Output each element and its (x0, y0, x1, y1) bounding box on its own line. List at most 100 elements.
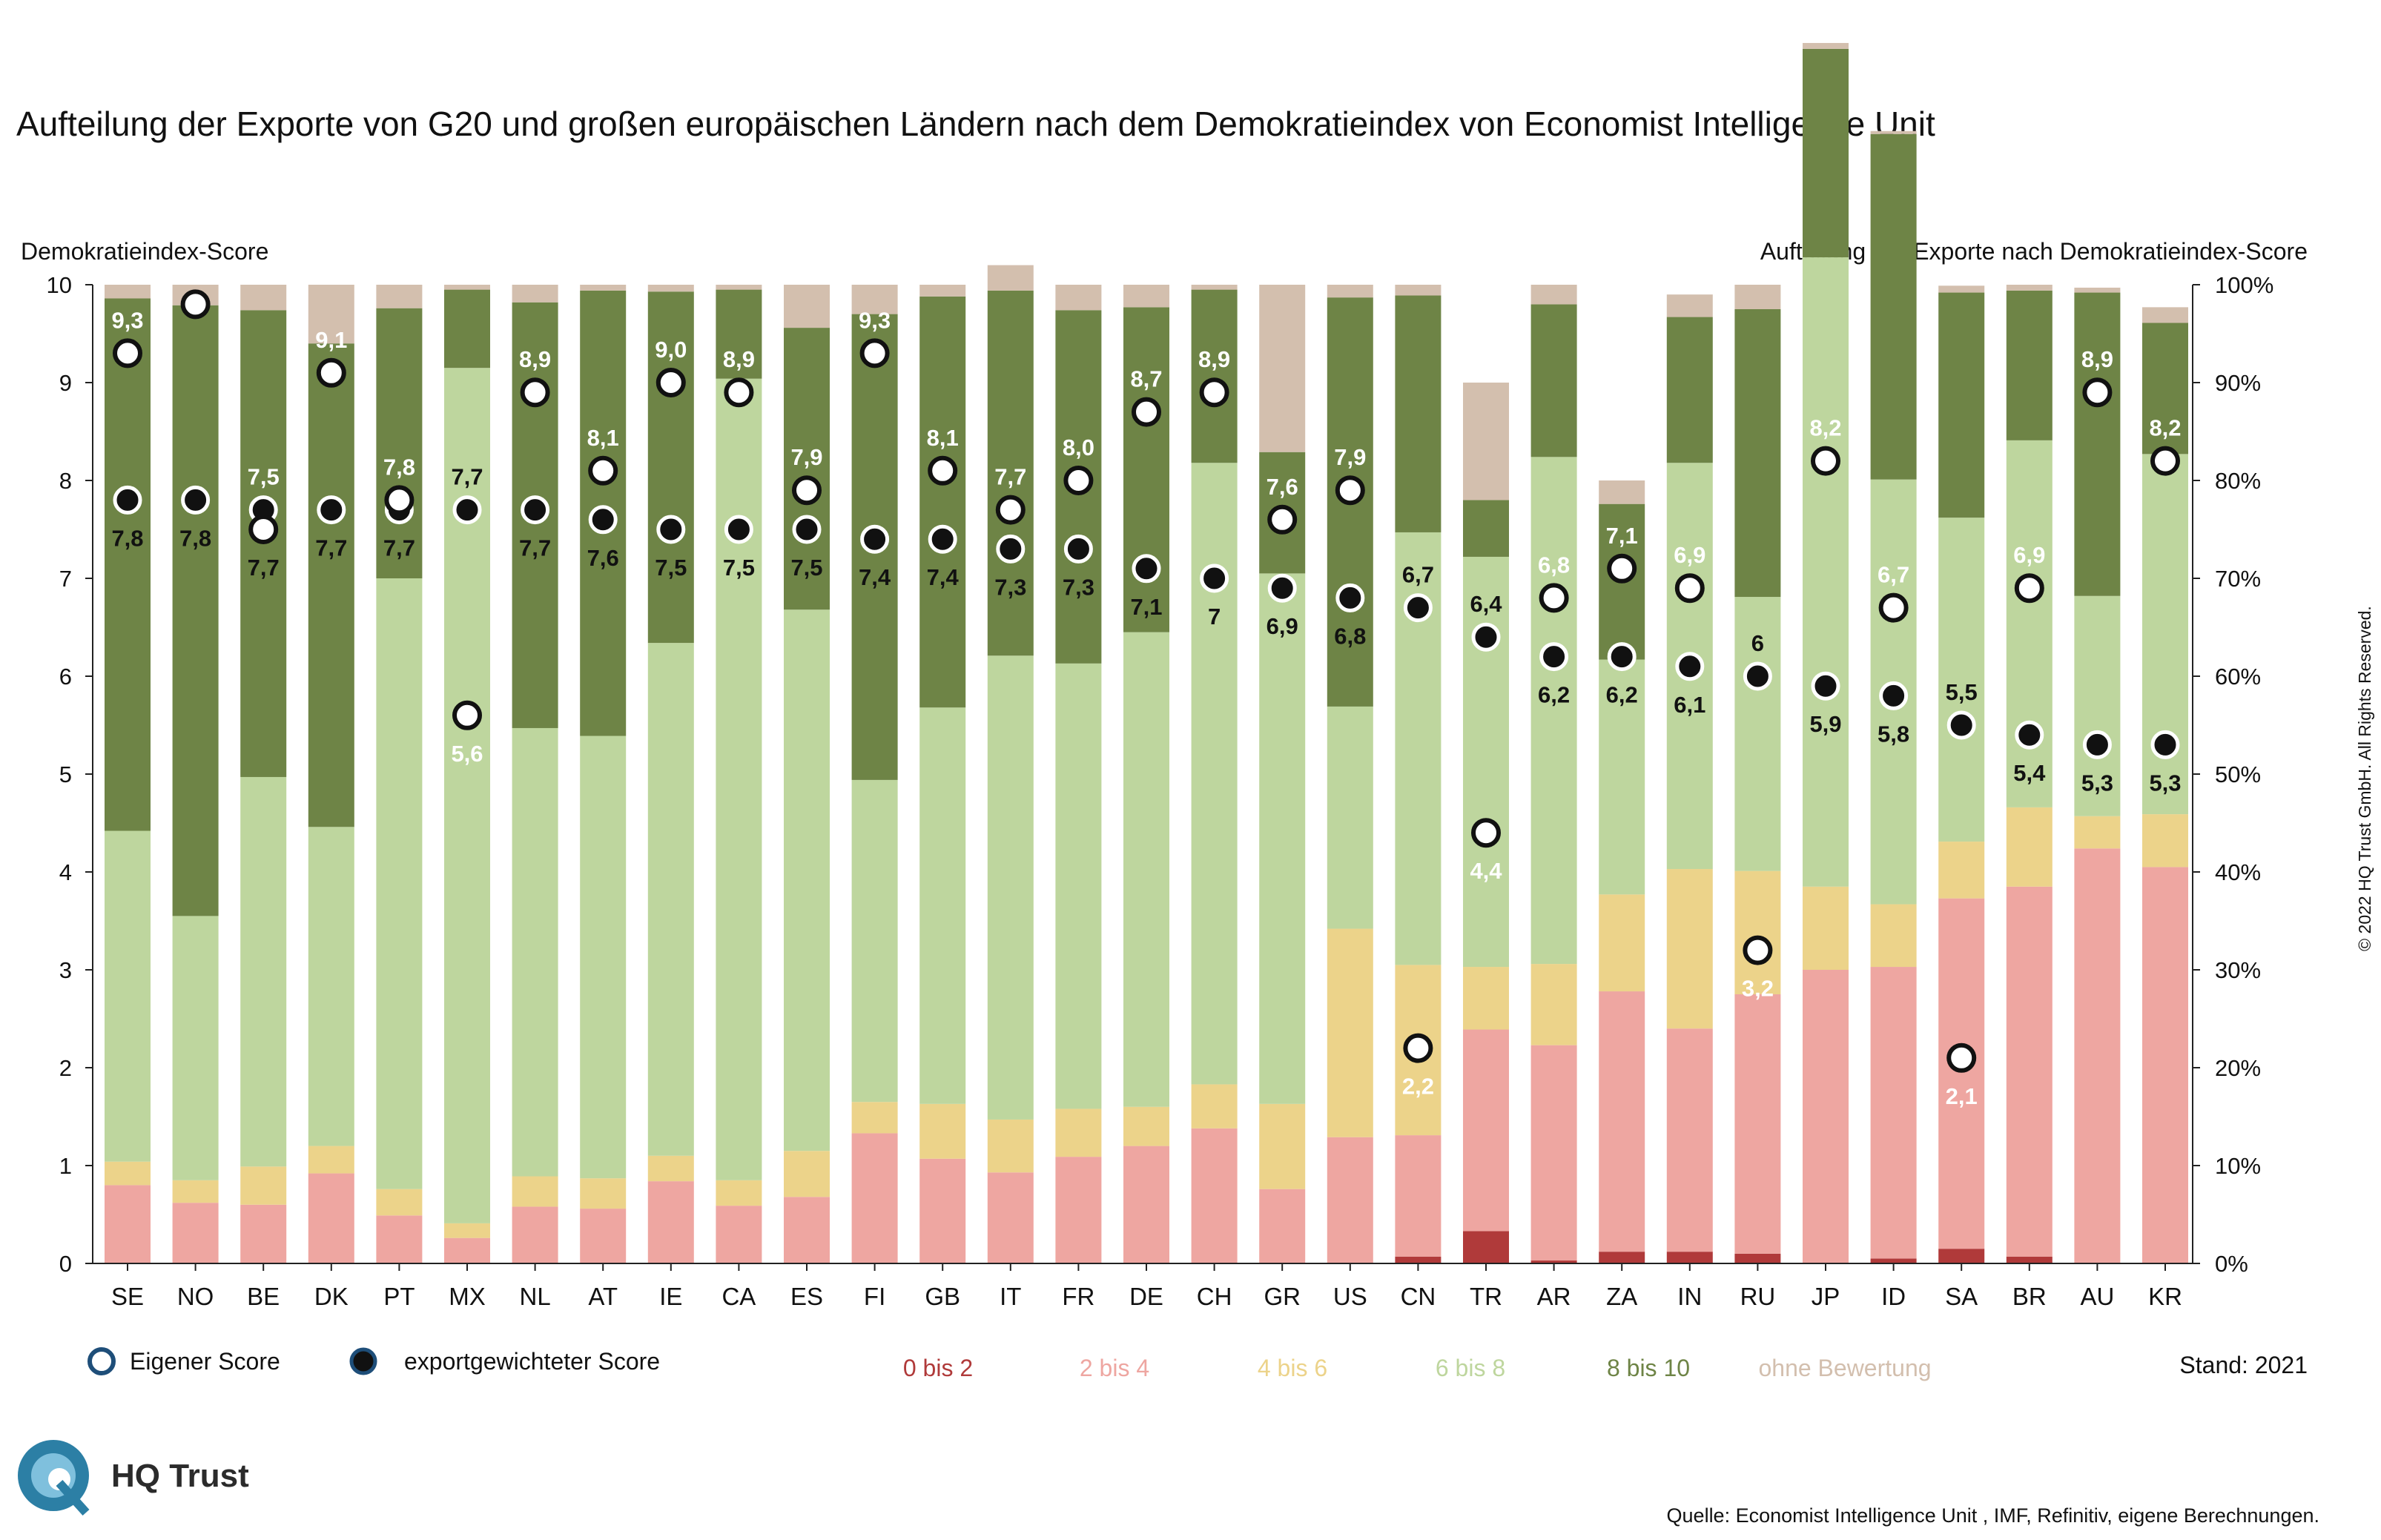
bar-segment-ru-5 (1734, 285, 1781, 309)
weighted-score-label: 6,8 (1334, 623, 1366, 649)
bar-segment-in-1 (1666, 1028, 1713, 1252)
bar-segment-tr-3 (1463, 556, 1509, 968)
bar-segment-ca-1 (716, 1206, 762, 1263)
weighted-score-label: 5,5 (1946, 679, 1978, 705)
weighted-score-marker (656, 515, 686, 544)
own-score-label: 8,1 (587, 425, 619, 451)
stacked-bars (105, 42, 2188, 1263)
bar-segment-es-4 (784, 328, 830, 610)
bar-segment-us-1 (1327, 1137, 1373, 1263)
own-score-marker (1811, 446, 1840, 476)
weighted-score-marker (1063, 534, 1093, 564)
weighted-score-label: 5,4 (2013, 760, 2046, 786)
weighted-score-label: 7,7 (383, 535, 415, 561)
y-left-tick-label: 6 (59, 664, 72, 690)
x-tick-label: FR (1062, 1283, 1094, 1310)
bar-segment-de-3 (1123, 632, 1169, 1107)
bar-segment-kr-4 (2142, 323, 2188, 455)
own-score-label: 9,8 (179, 258, 211, 284)
weighted-score-label: 5,9 (1809, 711, 1841, 737)
bar-segment-es-2 (784, 1151, 830, 1197)
x-tick-label: JP (1812, 1283, 1840, 1310)
bar-segment-sa-0 (1938, 1249, 1985, 1263)
bar-segment-se-3 (105, 830, 151, 1162)
bar-segment-cn-1 (1395, 1135, 1442, 1257)
bar-segment-at-5 (580, 285, 627, 291)
bar-segment-pt-4 (376, 308, 423, 578)
legend-series-label: ohne Bewertung (1758, 1355, 1931, 1381)
bar-segment-pt-5 (376, 285, 423, 308)
bar-segment-ch-3 (1191, 463, 1238, 1085)
weighted-score-marker (860, 524, 890, 554)
own-score-marker (1743, 935, 1773, 965)
weighted-score-marker (1743, 661, 1772, 691)
own-score-marker (316, 357, 346, 388)
own-score-marker (248, 515, 279, 544)
bar-segment-ie-3 (647, 643, 694, 1156)
logo-tail-icon (56, 1479, 90, 1516)
bar-segment-kr-3 (2142, 454, 2188, 815)
weighted-score-marker (1267, 573, 1297, 603)
x-tick-label: ZA (1606, 1283, 1637, 1310)
weighted-score-marker (996, 534, 1026, 564)
x-tick-label: AT (588, 1283, 618, 1310)
chart-title: Aufteilung der Exporte von G20 und große… (16, 105, 1935, 143)
bar-segment-be-1 (240, 1204, 287, 1263)
own-score-label: 6,9 (2013, 542, 2045, 568)
bar-segment-tr-1 (1463, 1029, 1509, 1232)
weighted-score-label: 7,4 (859, 564, 891, 590)
x-tick-label: US (1333, 1283, 1367, 1310)
legend-series-label: 4 bis 6 (1258, 1355, 1327, 1381)
bar-segment-it-2 (987, 1119, 1034, 1173)
own-score-marker (928, 455, 958, 486)
weighted-score-marker (1335, 583, 1365, 612)
score-markers: 9,3 7,8 9,8 7,8 7,5 7,7 9,1 7,7 7,8 7,7 5,6 7,7 8,9 7… (111, 258, 2181, 1108)
brand-name: HQ Trust (111, 1458, 249, 1494)
bar-segment-id-4 (1870, 133, 1917, 480)
x-tick-label: DK (314, 1283, 349, 1310)
bar-segment-id-1 (1870, 967, 1917, 1259)
bar-segment-at-2 (580, 1178, 627, 1209)
y-axis-right: 0% 10% 20% 30% 40% 50% 60% 70% 80% 90% 100% (2192, 272, 2273, 1277)
weighted-score-marker (1946, 710, 1976, 740)
x-tick-label: IT (1000, 1283, 1021, 1310)
x-tick-label: RU (1740, 1283, 1776, 1310)
bar-segment-se-4 (105, 298, 151, 831)
y-right-tick-label: 40% (2215, 859, 2261, 885)
bar-segment-id-2 (1870, 904, 1917, 968)
bar-segment-za-3 (1599, 659, 1645, 895)
own-score-label: 9,3 (111, 307, 143, 333)
x-tick-label: MX (449, 1283, 486, 1310)
bar-segment-ar-4 (1530, 304, 1577, 457)
copyright-note: © 2022 HQ Trust GmbH. All Rights Reserve… (2355, 606, 2374, 951)
weighted-score-marker (1675, 652, 1705, 681)
x-tick-label: NO (177, 1283, 214, 1310)
weighted-score-marker (792, 515, 822, 544)
bar-segment-it-4 (987, 290, 1034, 656)
x-tick-label: ID (1881, 1283, 1906, 1310)
own-score-label: 8,1 (927, 425, 959, 451)
bar-segment-ie-5 (647, 285, 694, 292)
bar-segment-us-3 (1327, 706, 1373, 929)
x-tick-label: ES (790, 1283, 823, 1310)
weighted-score-label: 7,7 (519, 535, 551, 561)
own-score-label: 7,6 (1267, 474, 1298, 500)
bar-segment-ru-4 (1734, 309, 1781, 598)
bar-segment-in-0 (1666, 1252, 1713, 1263)
bar-segment-ar-3 (1530, 457, 1577, 965)
bar-segment-ie-1 (647, 1181, 694, 1263)
weighted-score-label: 5,8 (1878, 721, 1909, 747)
own-score-marker (995, 495, 1026, 525)
own-score-marker (655, 368, 686, 397)
bar-segment-cn-5 (1395, 285, 1442, 296)
weighted-score-marker (928, 524, 957, 554)
weighted-score-label: 6,2 (1538, 682, 1570, 708)
own-score-marker (1607, 553, 1637, 584)
own-score-label: 5,6 (451, 741, 483, 767)
y-right-tick-label: 70% (2215, 566, 2261, 592)
bar-segment-kr-1 (2142, 867, 2188, 1263)
bar-segment-de-1 (1123, 1146, 1169, 1263)
x-tick-label: SE (111, 1283, 144, 1310)
own-score-label: 8,0 (1063, 434, 1094, 460)
weighted-score-marker (2150, 730, 2180, 759)
